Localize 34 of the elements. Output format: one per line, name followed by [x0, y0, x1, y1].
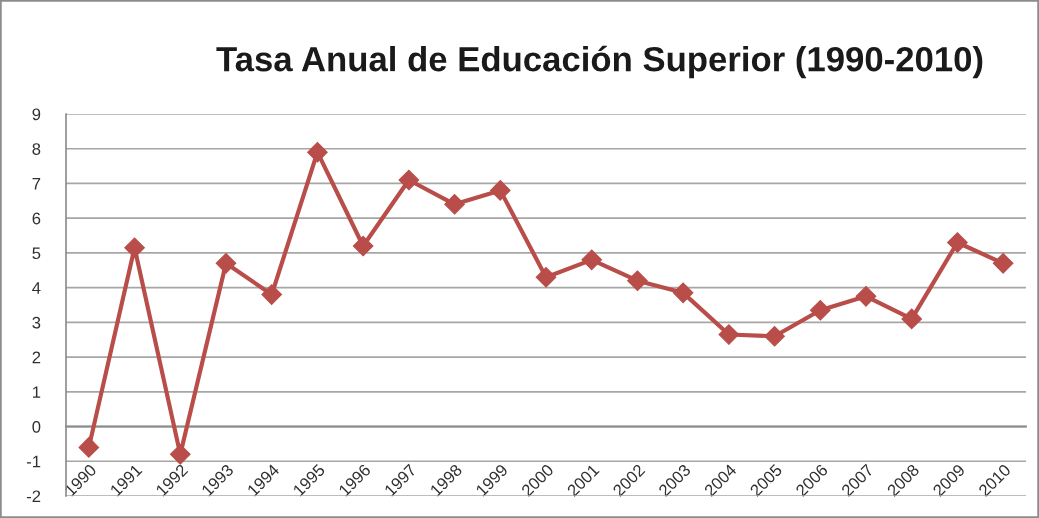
point — [78, 437, 100, 458]
y-tick-label: -1 — [26, 455, 41, 468]
y-tick-label: 7 — [32, 178, 41, 190]
point — [581, 249, 603, 271]
point — [718, 324, 740, 345]
y-tick-label: -2 — [26, 490, 41, 503]
point — [215, 252, 237, 274]
point — [764, 325, 785, 347]
point — [261, 284, 283, 305]
y-tick-label: 2 — [32, 351, 41, 364]
point — [169, 443, 191, 465]
y-tick-label: 9 — [32, 108, 41, 121]
chart-title: Tasa Anual de Educación Superior (1990-2010) — [216, 45, 983, 79]
point — [535, 266, 557, 288]
y-tick-label: 6 — [32, 212, 41, 225]
y-tick-label: 5 — [32, 247, 41, 260]
point — [627, 270, 648, 292]
point — [855, 285, 877, 307]
point — [307, 141, 328, 163]
point — [124, 237, 145, 259]
y-tick-label: 8 — [32, 143, 41, 155]
y-tick-label: 1 — [33, 386, 41, 398]
point — [901, 308, 923, 330]
point — [489, 180, 511, 201]
point — [992, 252, 1014, 274]
point — [352, 235, 374, 257]
y-tick-label: 0 — [32, 420, 41, 433]
y-tick-label: 4 — [32, 282, 41, 294]
point — [398, 169, 420, 191]
y-tick-label: 3 — [32, 316, 41, 329]
point — [809, 299, 831, 321]
point — [672, 282, 694, 304]
point — [444, 193, 465, 215]
point — [947, 232, 968, 253]
